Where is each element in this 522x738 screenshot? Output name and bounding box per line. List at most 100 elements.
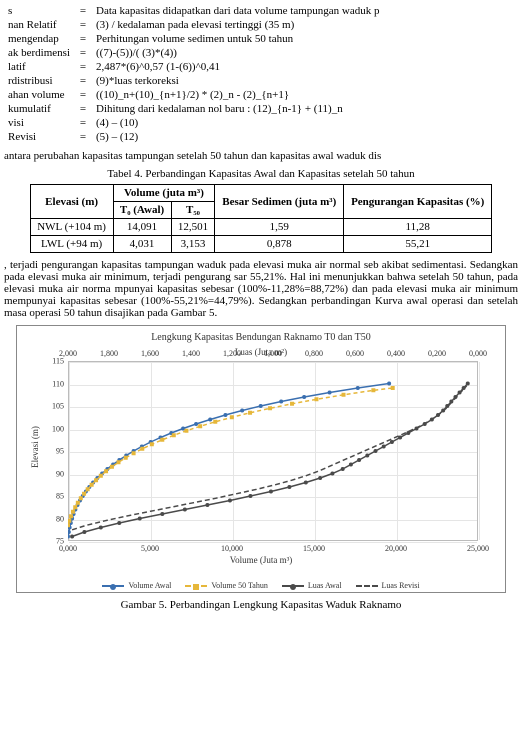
- col-elevasi: Elevasi (m): [30, 185, 113, 219]
- def-label: kumulatif: [4, 102, 74, 116]
- definition-list: s = Data kapasitas didapatkan dari data …: [4, 4, 383, 144]
- equals-sign: =: [74, 32, 92, 46]
- legend-label: Volume 50 Tahun: [211, 581, 267, 590]
- definition-row: ak berdimensi = ((7)-(5))/( (3)*(4)): [4, 46, 383, 60]
- x-bottom-tick-label: 10,000: [221, 544, 243, 553]
- legend-item: Volume Awal: [102, 581, 171, 590]
- def-desc: Data kapasitas didapatkan dari data volu…: [92, 4, 383, 18]
- legend-label: Volume Awal: [128, 581, 171, 590]
- x-bottom-tick-label: 15,000: [303, 544, 325, 553]
- cell-t0: 14,091: [113, 219, 171, 236]
- y-tick-label: 80: [28, 514, 64, 523]
- y-tick-label: 95: [28, 447, 64, 456]
- legend-label: Luas Awal: [308, 581, 342, 590]
- col-volume: Volume (juta m³): [113, 185, 215, 202]
- x-top-tick-label: 1,600: [141, 349, 159, 358]
- cell-t50: 12,501: [171, 219, 215, 236]
- def-desc: Dihitung dari kedalaman nol baru : (12)_…: [92, 102, 383, 116]
- x-bottom-tick-label: 25,000: [467, 544, 489, 553]
- definition-row: rdistribusi = (9)*luas terkoreksi: [4, 74, 383, 88]
- chart-container: Lengkung Kapasitas Bendungan Raknamo T0 …: [16, 325, 506, 593]
- definition-row: s = Data kapasitas didapatkan dari data …: [4, 4, 383, 18]
- def-desc: ((7)-(5))/( (3)*(4)): [92, 46, 383, 60]
- equals-sign: =: [74, 130, 92, 144]
- equals-sign: =: [74, 4, 92, 18]
- y-tick-label: 100: [28, 424, 64, 433]
- def-label: mengendap: [4, 32, 74, 46]
- comparison-table: Elevasi (m) Volume (juta m³) Besar Sedim…: [30, 184, 493, 253]
- cell-t0: 4,031: [113, 236, 171, 253]
- definition-row: kumulatif = Dihitung dari kedalaman nol …: [4, 102, 383, 116]
- def-label: ahan volume: [4, 88, 74, 102]
- legend-item: Luas Awal: [282, 581, 342, 590]
- def-label: latif: [4, 60, 74, 74]
- def-label: Revisi: [4, 130, 74, 144]
- col-sedimen: Besar Sedimen (juta m³): [215, 185, 344, 219]
- x-top-tick-label: 0,800: [305, 349, 323, 358]
- x-axis-bottom-title: Volume (Juta m³): [230, 555, 293, 565]
- def-label: s: [4, 4, 74, 18]
- equals-sign: =: [74, 46, 92, 60]
- def-desc: (3) / kedalaman pada elevasi tertinggi (…: [92, 18, 383, 32]
- cell-red: 11,28: [344, 219, 492, 236]
- y-tick-label: 90: [28, 469, 64, 478]
- def-desc: 2,487*(6)^0,57 (1-(6))^0,41: [92, 60, 383, 74]
- col-t0: T₀ (Awal): [113, 202, 171, 219]
- def-desc: (4) – (10): [92, 116, 383, 130]
- def-desc: (5) – (12): [92, 130, 383, 144]
- cell-sed: 1,59: [215, 219, 344, 236]
- x-top-tick-label: 2,000: [59, 349, 77, 358]
- chart-legend: Volume Awal Volume 50 Tahun Luas Awal Luas …: [21, 581, 501, 590]
- equals-sign: =: [74, 74, 92, 88]
- col-t50: T₅₀: [171, 202, 215, 219]
- definition-row: latif = 2,487*(6)^0,57 (1-(6))^0,41: [4, 60, 383, 74]
- x-top-tick-label: 1,000: [264, 349, 282, 358]
- cell-red: 55,21: [344, 236, 492, 253]
- def-desc: Perhitungan volume sedimen untuk 50 tahu…: [92, 32, 383, 46]
- figure-caption: Gambar 5. Perbandingan Lengkung Kapasita…: [4, 599, 518, 611]
- cell-sed: 0,878: [215, 236, 344, 253]
- definition-row: ahan volume = ((10)_n+(10)_{n+1}/2) * (2…: [4, 88, 383, 102]
- x-top-tick-label: 0,200: [428, 349, 446, 358]
- def-label: ak berdimensi: [4, 46, 74, 60]
- paragraph-body: , terjadi pengurangan kapasitas tampunga…: [4, 259, 518, 319]
- equals-sign: =: [74, 60, 92, 74]
- def-label: rdistribusi: [4, 74, 74, 88]
- definition-row: mengendap = Perhitungan volume sedimen u…: [4, 32, 383, 46]
- x-top-tick-label: 0,600: [346, 349, 364, 358]
- legend-label: Luas Revisi: [382, 581, 420, 590]
- paragraph-intro: antara perubahan kapasitas tampungan set…: [4, 150, 518, 162]
- x-bottom-tick-label: 20,000: [385, 544, 407, 553]
- chart-title: Lengkung Kapasitas Bendungan Raknamo T0 …: [21, 332, 501, 343]
- cell-t50: 3,153: [171, 236, 215, 253]
- x-top-tick-label: 0,000: [469, 349, 487, 358]
- def-label: nan Relatif: [4, 18, 74, 32]
- x-bottom-tick-label: 0,000: [59, 544, 77, 553]
- table-row: LWL (+94 m) 4,031 3,153 0,878 55,21: [30, 236, 492, 253]
- chart-plot: Luas (Juta m²) Elevasi (m) Volume (Juta …: [26, 347, 496, 577]
- def-desc: (9)*luas terkoreksi: [92, 74, 383, 88]
- equals-sign: =: [74, 102, 92, 116]
- equals-sign: =: [74, 116, 92, 130]
- legend-item: Volume 50 Tahun: [185, 581, 267, 590]
- def-label: visi: [4, 116, 74, 130]
- definition-row: Revisi = (5) – (12): [4, 130, 383, 144]
- equals-sign: =: [74, 88, 92, 102]
- cell-elev: NWL (+104 m): [30, 219, 113, 236]
- x-top-tick-label: 1,400: [182, 349, 200, 358]
- y-tick-label: 110: [28, 379, 64, 388]
- x-top-tick-label: 0,400: [387, 349, 405, 358]
- equals-sign: =: [74, 18, 92, 32]
- legend-item: Luas Revisi: [356, 581, 420, 590]
- definition-row: visi = (4) – (10): [4, 116, 383, 130]
- cell-elev: LWL (+94 m): [30, 236, 113, 253]
- y-tick-label: 85: [28, 492, 64, 501]
- x-top-tick-label: 1,800: [100, 349, 118, 358]
- table-row: NWL (+104 m) 14,091 12,501 1,59 11,28: [30, 219, 492, 236]
- table-caption: Tabel 4. Perbandingan Kapasitas Awal dan…: [4, 168, 518, 180]
- col-reduction: Pengurangan Kapasitas (%): [344, 185, 492, 219]
- definition-row: nan Relatif = (3) / kedalaman pada eleva…: [4, 18, 383, 32]
- x-top-tick-label: 1,200: [223, 349, 241, 358]
- x-bottom-tick-label: 5,000: [141, 544, 159, 553]
- def-desc: ((10)_n+(10)_{n+1}/2) * (2)_n - (2)_{n+1…: [92, 88, 383, 102]
